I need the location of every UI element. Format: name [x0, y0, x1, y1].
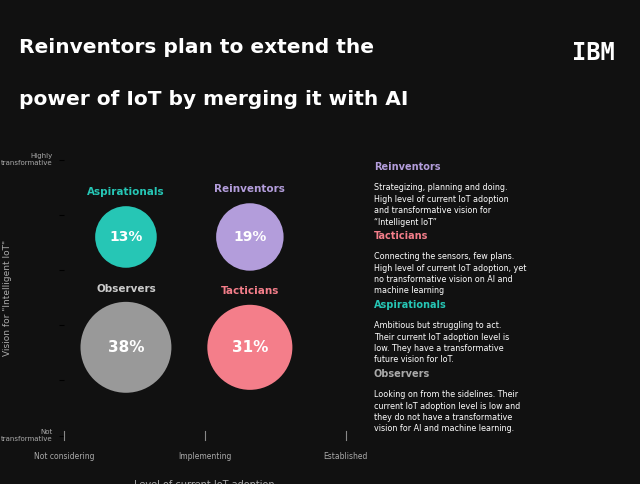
- Text: Not
transformative: Not transformative: [1, 429, 52, 442]
- Point: [121, 344, 131, 351]
- Text: Tacticians: Tacticians: [221, 286, 279, 296]
- Point: [121, 233, 131, 241]
- Text: Connecting the sensors, few plans.
High level of current IoT adoption, yet
no tr: Connecting the sensors, few plans. High …: [374, 252, 526, 296]
- Text: IBM: IBM: [572, 41, 614, 65]
- Point: [244, 344, 255, 351]
- Text: Observers: Observers: [374, 369, 430, 379]
- Text: Level of current IoT adoption: Level of current IoT adoption: [134, 480, 275, 484]
- Text: 31%: 31%: [232, 340, 268, 355]
- Text: Reinventors plan to extend the: Reinventors plan to extend the: [19, 39, 374, 58]
- Text: Strategizing, planning and doing.
High level of current IoT adoption
and transfo: Strategizing, planning and doing. High l…: [374, 183, 508, 227]
- Text: 19%: 19%: [233, 230, 266, 244]
- Text: Aspirationals: Aspirationals: [374, 301, 447, 310]
- Point: [244, 233, 255, 241]
- Text: Reinventors: Reinventors: [214, 184, 285, 194]
- Text: 13%: 13%: [109, 230, 143, 244]
- Text: Reinventors: Reinventors: [374, 163, 440, 172]
- Text: Highly
transformative: Highly transformative: [1, 153, 52, 166]
- Text: 38%: 38%: [108, 340, 144, 355]
- Text: Observers: Observers: [96, 284, 156, 293]
- Text: Tacticians: Tacticians: [374, 231, 428, 242]
- Text: power of IoT by merging it with AI: power of IoT by merging it with AI: [19, 90, 408, 109]
- Text: Implementing: Implementing: [178, 452, 232, 461]
- Text: Not considering: Not considering: [34, 452, 94, 461]
- Text: Looking on from the sidelines. Their
current IoT adoption level is low and
they : Looking on from the sidelines. Their cur…: [374, 390, 520, 434]
- Text: Established: Established: [323, 452, 368, 461]
- Text: Vision for "Intelligent IoT": Vision for "Intelligent IoT": [3, 240, 12, 356]
- Text: Aspirationals: Aspirationals: [87, 187, 164, 197]
- Text: Ambitious but struggling to act.
Their current IoT adoption level is
low. They h: Ambitious but struggling to act. Their c…: [374, 321, 509, 364]
